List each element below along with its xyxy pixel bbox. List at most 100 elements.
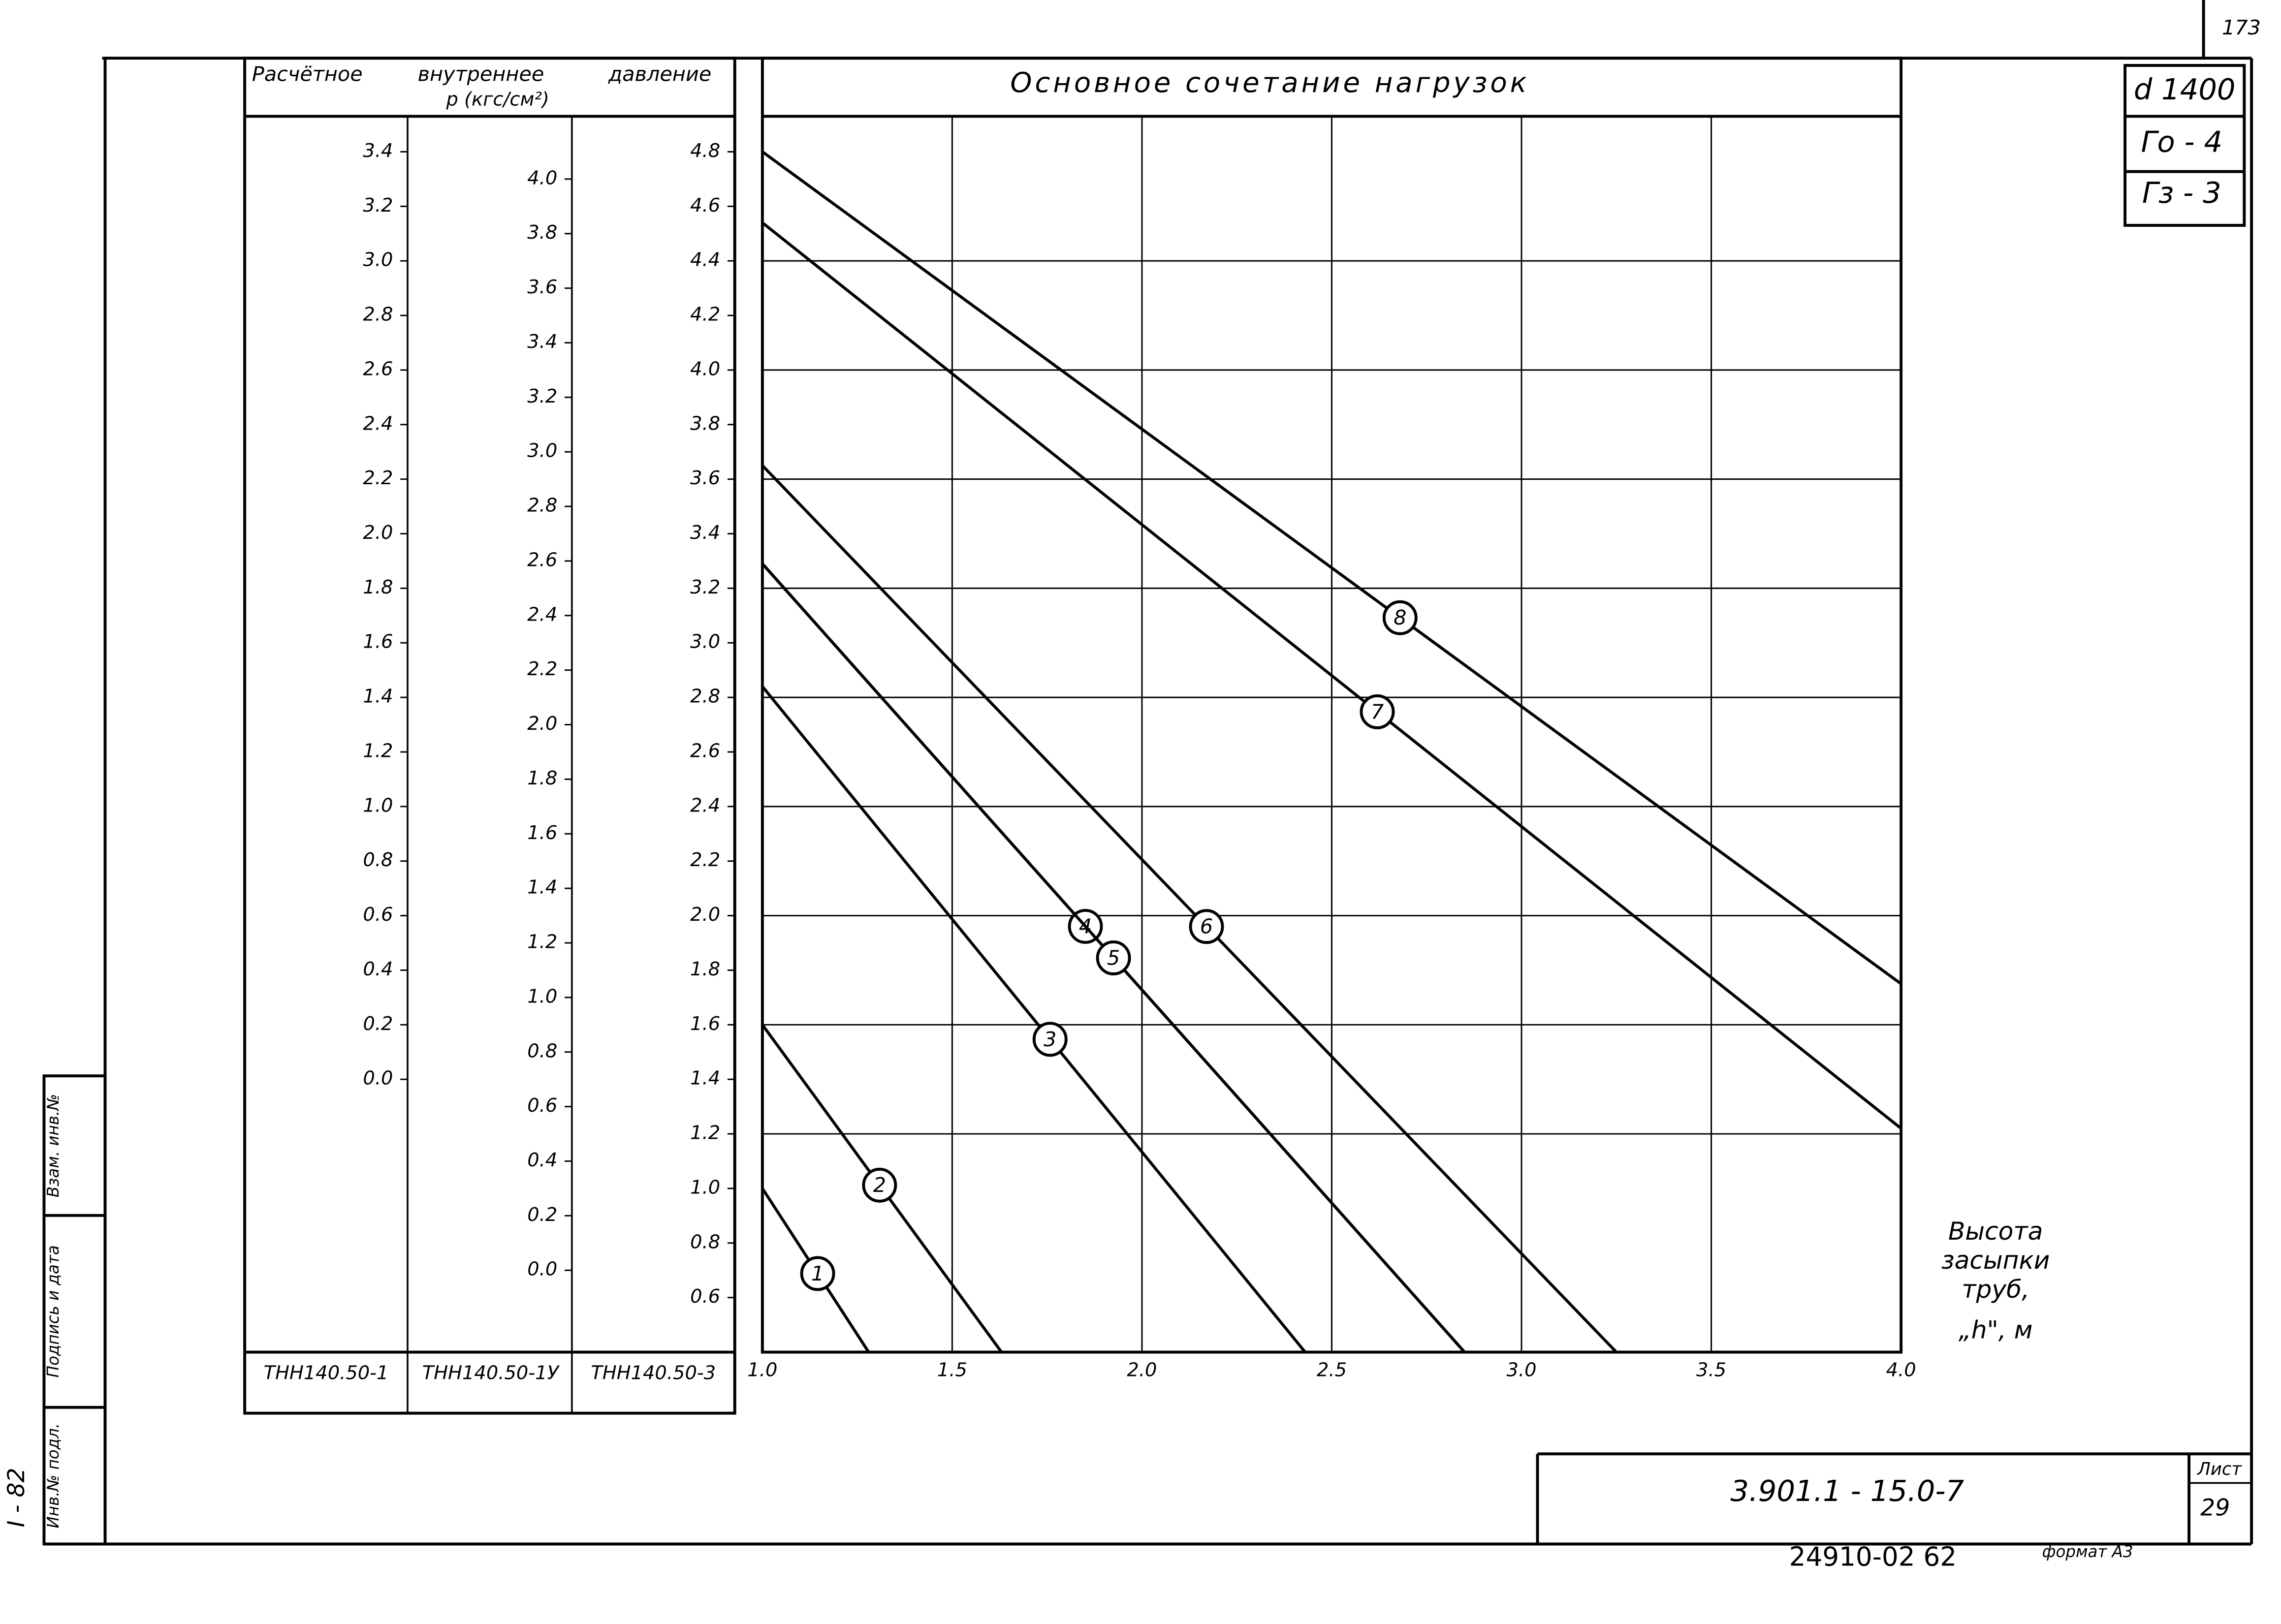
archive: 24910-02 62 <box>1789 1542 1957 1572</box>
y-tick-label: 3.4 <box>363 140 393 162</box>
y-tick-label: 3.4 <box>690 522 720 544</box>
y-tick-label: 0.4 <box>527 1149 557 1171</box>
format: формат А3 <box>2042 1542 2133 1561</box>
sheet-top: 173 <box>2222 16 2261 39</box>
column-footer: ТНН140.50-1 <box>264 1362 389 1384</box>
y-tick-label: 0.8 <box>527 1040 557 1062</box>
y-tick-label: 0.0 <box>527 1258 557 1280</box>
side-text: Инв.№ подл. <box>44 1423 63 1529</box>
y-tick-label: 1.0 <box>690 1176 720 1198</box>
y-tick-label: 1.8 <box>527 767 557 789</box>
y-tick-label: 2.0 <box>527 713 557 735</box>
y-tick-label: 4.4 <box>690 249 720 271</box>
y-tick-label: 1.4 <box>690 1067 720 1090</box>
column-header: давление <box>608 62 712 86</box>
y-tick-label: 0.0 <box>363 1067 393 1090</box>
y-tick-label: 3.4 <box>527 331 557 353</box>
side-text: Взам. инв.№ <box>44 1094 63 1197</box>
y-tick-label: 2.6 <box>690 740 720 762</box>
y-tick-label: 2.0 <box>690 904 720 926</box>
y-tick-label: 2.8 <box>690 686 720 708</box>
y-tick-label: 2.2 <box>527 658 557 680</box>
y-tick-label: 4.0 <box>527 167 557 189</box>
line-label: 2 <box>873 1173 886 1197</box>
line <box>761 686 1306 1353</box>
y-tick-label: 3.6 <box>690 467 720 489</box>
y-tick-label: 1.4 <box>527 876 557 899</box>
y-tick-label: 4.0 <box>690 358 720 380</box>
line-label-circle <box>1360 694 1395 729</box>
line <box>761 151 1902 985</box>
side-text: Подпись и дата <box>44 1245 63 1377</box>
y-tick-label: 3.8 <box>527 221 557 244</box>
x-axis-label: Высота <box>1948 1217 2043 1246</box>
y-tick-label: 0.6 <box>527 1094 557 1117</box>
y-tick-label: 1.6 <box>363 631 393 653</box>
line-label: 8 <box>1394 606 1406 629</box>
y-tick-label: 1.4 <box>363 686 393 708</box>
y-tick-label: 2.4 <box>690 794 720 816</box>
column-header: Расчётное <box>252 62 363 86</box>
column-header: внутреннее <box>418 62 544 86</box>
sheet: 29 <box>2200 1495 2230 1522</box>
box <box>2123 63 2246 227</box>
chart-title: Основное сочетание нагрузок <box>1010 67 1529 99</box>
side-stamp <box>42 1074 107 1546</box>
y-tick-label: 2.2 <box>690 849 720 871</box>
y-tick-label: 0.2 <box>363 1013 393 1035</box>
y-tick-label: 1.6 <box>527 822 557 844</box>
y-tick-label: 1.8 <box>363 576 393 598</box>
x-axis-label: „h", м <box>1959 1315 2033 1344</box>
y-tick-label: 0.6 <box>690 1285 720 1308</box>
y-tick-label: 2.6 <box>527 549 557 571</box>
table <box>243 57 736 1415</box>
line-label-circle <box>1032 1022 1068 1057</box>
y-tick-label: 3.2 <box>527 385 557 407</box>
y-tick-label: 1.6 <box>690 1013 720 1035</box>
y-tick-label: 2.4 <box>363 412 393 435</box>
y-tick-label: 3.0 <box>690 631 720 653</box>
sheet-label: Лист <box>2196 1459 2242 1479</box>
diameter: d 1400 <box>2134 72 2236 106</box>
go: Гo - 4 <box>2141 125 2223 159</box>
y-tick-label: 3.2 <box>690 576 720 598</box>
code: 3.901.1 - 15.0-7 <box>1730 1474 1964 1508</box>
y-tick-label: 1.8 <box>690 958 720 980</box>
line-label: 3 <box>1044 1028 1056 1051</box>
y-tick-label: 3.0 <box>363 249 393 271</box>
y-tick-label: 1.0 <box>527 985 557 1007</box>
y-tick-label: 4.8 <box>690 140 720 162</box>
y-tick-label: 0.8 <box>690 1231 720 1253</box>
y-tick-label: 2.0 <box>363 522 393 544</box>
y-tick-label: 1.2 <box>363 740 393 762</box>
y-tick-label: 0.4 <box>363 958 393 980</box>
line-label-circle <box>1189 909 1224 944</box>
y-tick-label: 3.8 <box>690 412 720 435</box>
y-tick-label: 4.2 <box>690 304 720 326</box>
y-tick-label: 3.2 <box>363 194 393 217</box>
y-tick-label: 2.2 <box>363 467 393 489</box>
y-tick-label: 0.2 <box>527 1204 557 1226</box>
series-code: I - 82 <box>3 1468 30 1527</box>
y-tick-label: 3.6 <box>527 276 557 298</box>
x-tick-label: 2.0 <box>1127 1359 1157 1381</box>
y-tick-label: 2.8 <box>363 304 393 326</box>
column-footer: ТНН140.50-1У <box>422 1362 560 1384</box>
y-tick-label: 1.2 <box>690 1122 720 1144</box>
x-tick-label: 3.5 <box>1696 1359 1726 1381</box>
line-label-circle <box>1382 600 1418 635</box>
line-label: 1 <box>811 1262 824 1285</box>
line-label-circle <box>800 1256 835 1291</box>
y-tick-label: 0.8 <box>363 849 393 871</box>
x-tick-label: 1.5 <box>937 1359 967 1381</box>
x-tick-label: 3.0 <box>1507 1359 1537 1381</box>
x-axis-label: труб, <box>1962 1275 2029 1304</box>
line <box>761 221 1902 1130</box>
y-tick-label: 1.2 <box>527 931 557 953</box>
line-label-circle <box>1096 940 1131 975</box>
column-footer: ТНН140.50-3 <box>591 1362 716 1384</box>
line-label: 7 <box>1371 700 1384 723</box>
